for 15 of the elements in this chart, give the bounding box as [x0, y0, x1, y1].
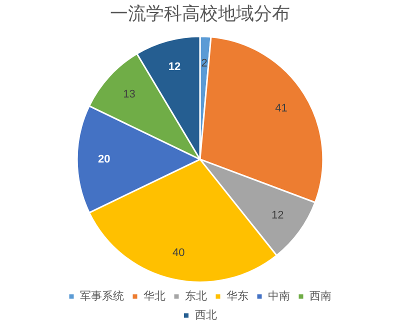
- data-label: 20: [98, 153, 110, 166]
- data-label: 40: [172, 246, 185, 259]
- legend-label: 华东: [226, 289, 248, 302]
- legend-label: 华北: [144, 289, 166, 302]
- data-label: 13: [123, 88, 136, 101]
- legend-label: 西南: [310, 289, 332, 302]
- legend-label: 中南: [268, 289, 290, 302]
- data-label: 2: [201, 58, 208, 70]
- data-label: 41: [275, 102, 288, 114]
- legend-label: 东北: [185, 289, 207, 302]
- chart-title: 一流学科高校地域分布: [110, 3, 290, 24]
- data-label: 12: [168, 60, 181, 73]
- data-label: 12: [271, 210, 284, 222]
- legend-label: 西北: [194, 308, 217, 322]
- legend-label: 军事系统: [80, 289, 124, 302]
